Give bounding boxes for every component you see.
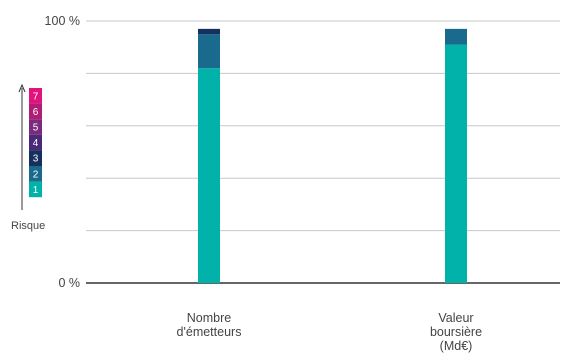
legend-label: 3	[33, 154, 39, 165]
legend-swatch-risk-6	[29, 103, 42, 120]
x-category-label: (Md€)	[440, 339, 473, 353]
y-axis-ticks: 0 % 100 %	[45, 14, 80, 290]
legend-swatch-risk-1	[29, 181, 42, 198]
legend-label: 6	[33, 107, 39, 118]
y-tick-label: 0 %	[58, 276, 80, 290]
bar-segment-risk-1	[198, 68, 220, 283]
legend-label: 5	[33, 123, 39, 134]
bar-segment-risk-1	[445, 44, 467, 283]
legend-swatch-risk-3	[29, 150, 42, 166]
bars	[198, 28, 467, 283]
x-category-label: boursière	[430, 325, 482, 339]
legend-label: 1	[33, 185, 39, 196]
legend-swatch-risk-4	[29, 134, 42, 151]
x-category-label: Nombre	[187, 311, 232, 325]
legend-title: Risque	[11, 220, 45, 232]
y-tick-label: 100 %	[45, 14, 80, 28]
grid-lines	[86, 20, 560, 284]
x-category-label: Valeur	[438, 311, 473, 325]
risk-arrow-icon	[18, 83, 26, 210]
legend-label: 2	[33, 169, 39, 180]
x-category-label: d'émetteurs	[177, 325, 242, 339]
bar-segment-risk-2	[198, 34, 220, 69]
bar-segment-risk-2	[445, 28, 467, 45]
legend-swatch-risk-2	[29, 166, 42, 182]
legend-label: 4	[33, 138, 39, 149]
risk-legend: 7 6 5 4 3 2 1 Risque	[11, 83, 45, 232]
legend-label: 7	[33, 91, 39, 102]
legend-swatch-risk-7	[29, 88, 42, 104]
bar-segment-risk-3	[198, 28, 220, 35]
legend-swatch-risk-5	[29, 119, 42, 135]
